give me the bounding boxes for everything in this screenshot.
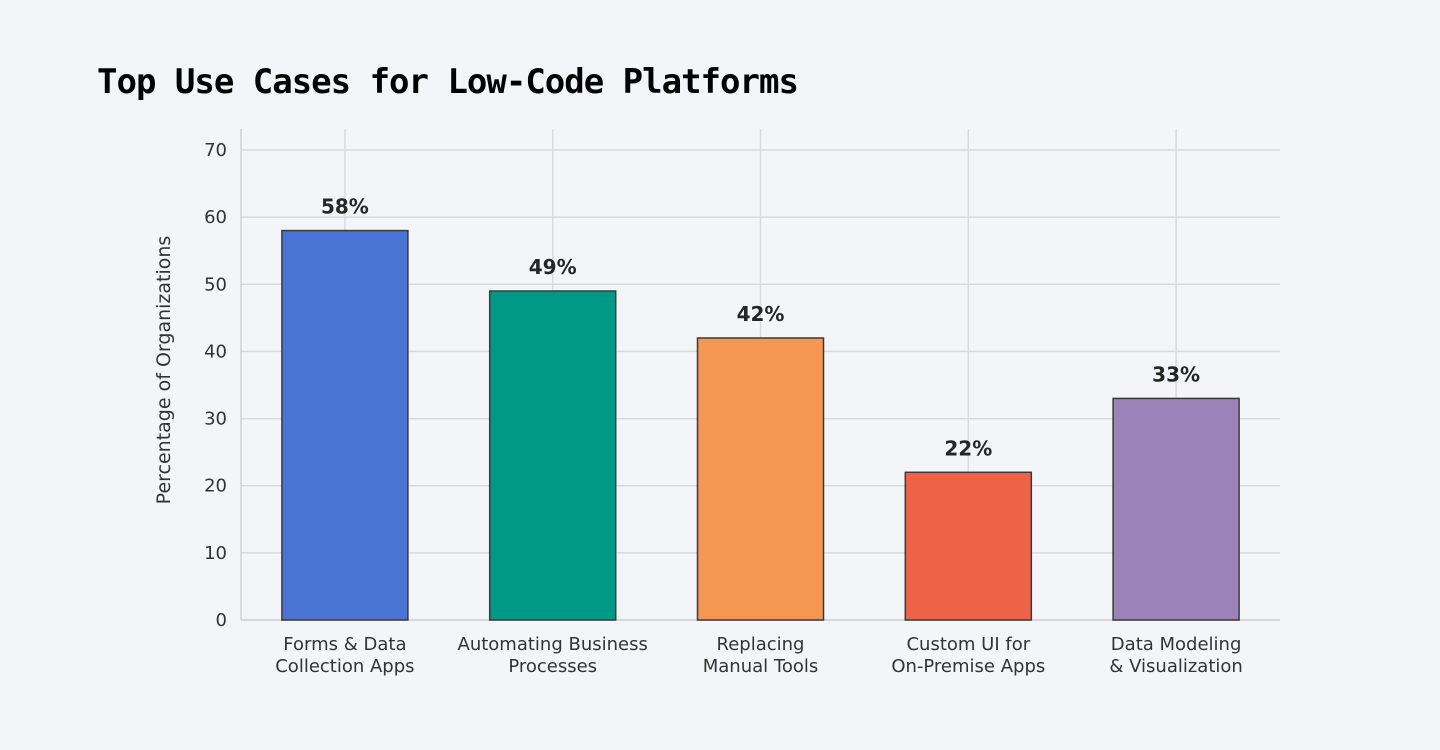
data-label: 49% [529,255,577,279]
x-tick-label: Custom UI for [906,634,1030,655]
x-tick-label: Collection Apps [275,656,414,677]
y-tick-label: 70 [204,140,227,161]
y-tick-label: 40 [204,341,227,362]
y-axis-label: Percentage of Organizations [153,236,175,505]
y-tick-label: 30 [204,409,227,430]
bar [1112,397,1240,621]
y-tick-label: 10 [204,543,227,564]
bar [696,337,825,621]
y-tick-label: 60 [204,207,227,228]
data-label: 42% [737,302,785,326]
data-label: 58% [321,195,369,219]
x-tick-label: Processes [508,656,597,677]
bar [281,229,409,621]
x-tick-label: On-Premise Apps [891,656,1045,677]
x-tick-label: Manual Tools [703,656,818,677]
bar [488,290,617,621]
data-label: 33% [1152,362,1200,386]
chart-title: Top Use Cases for Low-Code Platforms [97,62,799,102]
y-tick-label: 50 [204,274,227,295]
data-label: 22% [944,436,992,460]
x-tick-label: Forms & Data [283,634,406,655]
bar [904,471,1033,621]
y-tick-label: 20 [204,476,227,497]
y-tick-label: 0 [216,610,227,631]
x-tick-label: Automating Business [458,634,648,655]
x-tick-label: Data Modeling [1111,634,1242,655]
x-tick-label: & Visualization [1109,656,1242,677]
x-tick-label: Replacing [717,634,805,655]
